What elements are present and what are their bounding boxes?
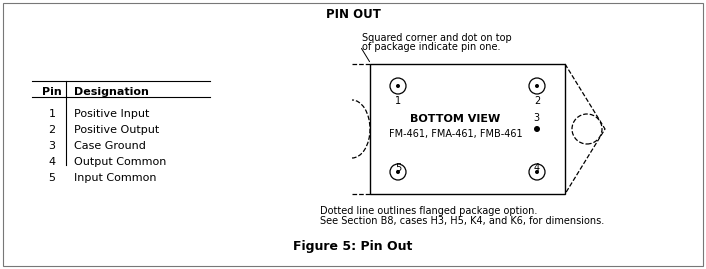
Circle shape — [390, 164, 406, 180]
Bar — [370, 64, 565, 194]
Text: 4: 4 — [534, 163, 540, 173]
Circle shape — [390, 78, 406, 94]
Circle shape — [534, 126, 540, 132]
Circle shape — [535, 170, 539, 174]
Text: FM-461, FMA-461, FMB-461: FM-461, FMA-461, FMB-461 — [389, 129, 522, 139]
Text: 5: 5 — [395, 163, 401, 173]
Text: 2: 2 — [534, 96, 540, 106]
Circle shape — [396, 84, 400, 88]
Text: 3: 3 — [49, 141, 56, 151]
Text: Figure 5: Pin Out: Figure 5: Pin Out — [293, 240, 413, 253]
Text: Positive Output: Positive Output — [74, 125, 160, 135]
Text: of package indicate pin one.: of package indicate pin one. — [362, 42, 501, 52]
Text: 1: 1 — [395, 96, 401, 106]
Text: Pin: Pin — [42, 87, 62, 97]
Text: 1: 1 — [49, 109, 56, 119]
Circle shape — [529, 164, 545, 180]
Text: 4: 4 — [49, 157, 56, 167]
Circle shape — [529, 78, 545, 94]
Text: Designation: Designation — [74, 87, 149, 97]
Circle shape — [535, 84, 539, 88]
Text: 3: 3 — [533, 113, 539, 123]
Text: BOTTOM VIEW: BOTTOM VIEW — [410, 114, 501, 124]
Text: Case Ground: Case Ground — [74, 141, 146, 151]
Text: Squared corner and dot on top: Squared corner and dot on top — [362, 33, 512, 43]
Text: Positive Input: Positive Input — [74, 109, 150, 119]
Circle shape — [572, 114, 602, 144]
Text: See Section B8, cases H3, H5, K4, and K6, for dimensions.: See Section B8, cases H3, H5, K4, and K6… — [320, 216, 604, 226]
Circle shape — [396, 170, 400, 174]
Text: PIN OUT: PIN OUT — [325, 8, 381, 21]
Text: 5: 5 — [49, 173, 56, 183]
Text: 2: 2 — [49, 125, 56, 135]
Text: Output Common: Output Common — [74, 157, 167, 167]
Text: Input Common: Input Common — [74, 173, 157, 183]
Text: Dotted line outlines flanged package option.: Dotted line outlines flanged package opt… — [320, 206, 537, 216]
